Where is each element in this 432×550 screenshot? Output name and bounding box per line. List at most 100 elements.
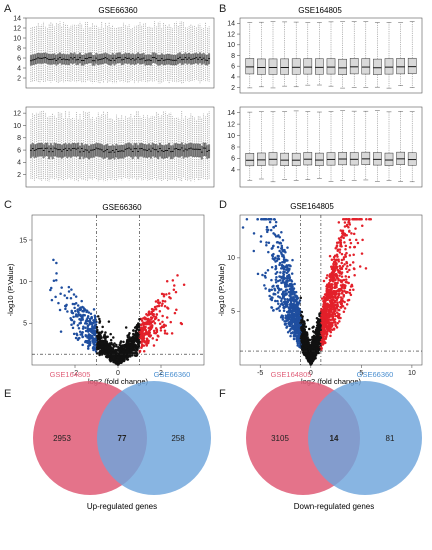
C-point xyxy=(140,319,144,322)
D-point xyxy=(278,288,281,292)
D-point xyxy=(278,236,282,239)
C-point xyxy=(79,321,83,325)
D-point xyxy=(343,225,347,228)
A-bottom-box xyxy=(109,145,112,160)
C-point xyxy=(169,296,172,300)
D-point xyxy=(333,312,336,316)
D-point xyxy=(314,335,318,339)
C-point xyxy=(128,332,131,335)
A-top-ytick-label: 4 xyxy=(17,65,21,72)
C-point xyxy=(175,308,178,311)
C-point xyxy=(161,320,164,324)
D-point xyxy=(343,287,346,290)
B-top-box xyxy=(268,58,278,75)
D-point xyxy=(322,309,326,313)
A-bottom-box xyxy=(35,144,38,158)
D-point xyxy=(345,267,348,270)
D-point xyxy=(329,294,332,297)
C-point xyxy=(134,329,138,332)
D-point xyxy=(336,281,339,285)
D-point xyxy=(292,335,296,338)
C-point xyxy=(110,342,113,346)
D-point xyxy=(330,258,334,262)
D-point xyxy=(310,341,313,344)
C-point xyxy=(87,327,90,331)
B-top-box xyxy=(257,58,266,75)
C-ytick-label: 15 xyxy=(19,237,27,244)
D-point xyxy=(286,277,289,280)
D-point xyxy=(335,326,339,329)
C-point xyxy=(157,335,160,338)
C-point xyxy=(120,360,124,363)
C-point xyxy=(104,350,108,353)
A-bottom-box xyxy=(106,143,109,158)
D-point xyxy=(339,229,342,232)
volcano-c-xlabel: log2 (fold change) xyxy=(88,377,149,386)
D-point xyxy=(351,261,355,264)
C-point xyxy=(81,343,84,347)
C-point xyxy=(165,279,169,283)
D-point xyxy=(288,267,291,271)
panel-letter-d: D xyxy=(219,199,227,211)
C-point xyxy=(66,310,69,313)
A-bottom-box xyxy=(120,145,123,159)
panel-d-title: GSE164805 xyxy=(290,202,334,211)
A-bottom-box xyxy=(46,142,49,157)
C-point xyxy=(150,316,154,320)
D-point xyxy=(343,218,347,221)
C-point xyxy=(76,308,79,311)
C-point xyxy=(112,336,115,339)
C-point xyxy=(134,354,138,357)
A-bottom-box xyxy=(184,143,187,157)
A-bottom-box xyxy=(51,145,54,159)
D-point xyxy=(280,281,283,285)
venn-f-intersection: 14 xyxy=(330,434,339,443)
D-point xyxy=(282,292,285,295)
C-point xyxy=(104,346,107,350)
D-point xyxy=(344,278,348,281)
D-point xyxy=(348,230,351,233)
D-point xyxy=(269,228,273,232)
D-point xyxy=(295,309,298,313)
D-point xyxy=(288,329,292,333)
C-point xyxy=(118,349,121,353)
D-point xyxy=(241,226,245,229)
D-point xyxy=(339,279,342,282)
C-point xyxy=(70,311,73,314)
D-point xyxy=(282,274,285,278)
C-point xyxy=(84,326,87,329)
C-point xyxy=(71,302,75,306)
D-point xyxy=(293,299,296,302)
C-point xyxy=(128,343,131,346)
D-point xyxy=(353,245,357,249)
D-ytick-label: 5 xyxy=(231,309,235,316)
A-top-ytick-label: 12 xyxy=(13,25,21,32)
A-bottom-box xyxy=(199,143,201,158)
C-point xyxy=(70,318,73,322)
C-point xyxy=(163,329,167,332)
A-bottom-box xyxy=(119,145,121,159)
D-point xyxy=(304,345,307,348)
D-point xyxy=(340,287,343,290)
D-point xyxy=(274,267,278,270)
A-bottom-box xyxy=(100,144,103,158)
C-point xyxy=(139,323,143,327)
D-point xyxy=(263,284,266,287)
B-top-box xyxy=(384,58,394,75)
C-point xyxy=(141,339,145,342)
C-point xyxy=(107,349,111,353)
D-point xyxy=(339,296,343,299)
C-point xyxy=(80,299,83,303)
D-point xyxy=(331,277,335,281)
D-point xyxy=(315,341,319,345)
A-bottom-box xyxy=(144,144,147,158)
D-point xyxy=(325,318,329,322)
D-point xyxy=(322,337,326,341)
D-point xyxy=(290,296,294,300)
D-point xyxy=(312,356,316,359)
D-point xyxy=(347,218,351,221)
C-xtick-label: 0 xyxy=(116,370,120,377)
B-top-box xyxy=(373,58,382,75)
D-point xyxy=(323,303,326,307)
D-point xyxy=(276,299,279,303)
